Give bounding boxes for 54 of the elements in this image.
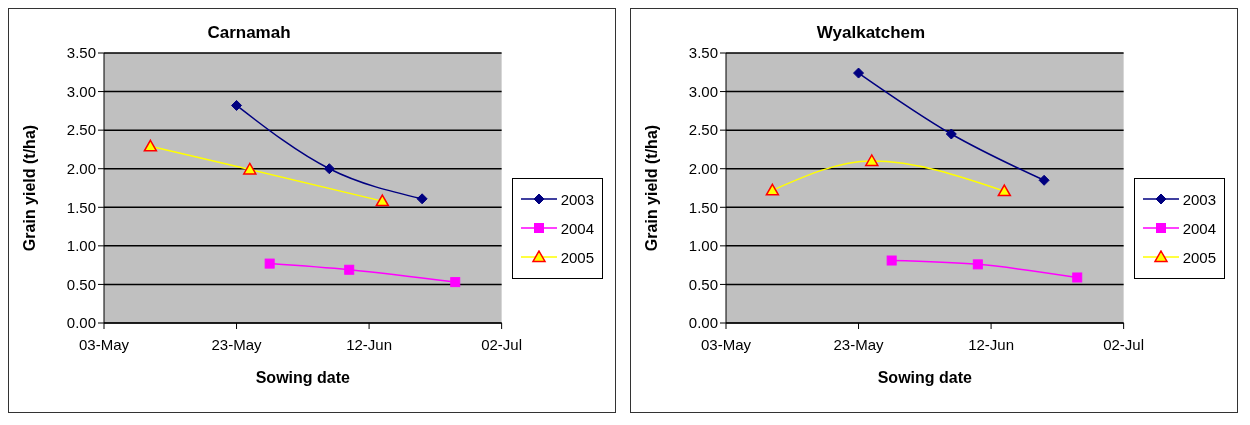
y-tick-label: 2.00 xyxy=(66,160,96,178)
y-tick-label: 2.50 xyxy=(66,121,96,139)
legend-label: 2003 xyxy=(1182,190,1216,208)
legend-label: 2003 xyxy=(560,190,594,208)
point xyxy=(997,184,1012,197)
y-tick-label: 0.00 xyxy=(688,314,718,332)
point xyxy=(1072,272,1083,283)
point xyxy=(416,193,428,205)
chart-title: Wyalkatchem xyxy=(815,23,927,43)
y-tick-label: 3.50 xyxy=(66,44,96,62)
y-tick-label: 1.50 xyxy=(688,198,718,216)
point xyxy=(375,194,390,207)
x-tick-label: 03-May xyxy=(78,335,130,353)
point xyxy=(972,259,983,270)
point xyxy=(1038,174,1050,186)
legend-label: 2005 xyxy=(1182,248,1216,266)
chart-title: Carnamah xyxy=(206,23,292,43)
point xyxy=(264,258,275,269)
legend-label: 2005 xyxy=(560,248,594,266)
point xyxy=(945,128,957,140)
y-tick-label: 3.00 xyxy=(688,82,718,100)
point xyxy=(865,154,879,167)
y-tick-label: 3.50 xyxy=(688,44,718,62)
point xyxy=(765,183,780,196)
point xyxy=(323,163,335,175)
legend-label: 2004 xyxy=(1182,219,1216,237)
x-tick-label: 12-Jun xyxy=(346,335,393,353)
y-tick-label: 1.00 xyxy=(688,237,718,255)
y-tick-label: 2.50 xyxy=(688,121,718,139)
y-tick-label: 3.00 xyxy=(66,82,96,100)
point xyxy=(853,67,865,79)
point xyxy=(886,255,897,266)
y-tick-label: 0.00 xyxy=(66,314,96,332)
point xyxy=(450,277,461,288)
x-axis-title: Sowing date xyxy=(877,369,973,386)
legend-label: 2004 xyxy=(560,219,594,237)
y-tick-label: 0.50 xyxy=(688,275,718,293)
x-tick-label: 12-Jun xyxy=(968,335,1015,353)
y-tick-label: 1.00 xyxy=(66,237,96,255)
x-tick-label: 02-Jul xyxy=(1103,335,1145,353)
x-axis-title: Sowing date xyxy=(255,369,351,386)
y-tick-label: 0.50 xyxy=(66,275,96,293)
point xyxy=(243,162,257,175)
y-axis-title: Grain yield (t/ha) xyxy=(20,124,38,252)
y-tick-label: 1.50 xyxy=(66,198,96,216)
x-tick-label: 02-Jul xyxy=(481,335,523,353)
y-tick-label: 2.00 xyxy=(688,160,718,178)
point xyxy=(143,139,158,152)
y-axis-title: Grain yield (t/ha) xyxy=(642,124,660,252)
point xyxy=(231,99,243,111)
point xyxy=(344,264,355,275)
x-tick-label: 03-May xyxy=(700,335,752,353)
x-tick-label: 23-May xyxy=(833,335,885,353)
x-tick-label: 23-May xyxy=(211,335,263,353)
